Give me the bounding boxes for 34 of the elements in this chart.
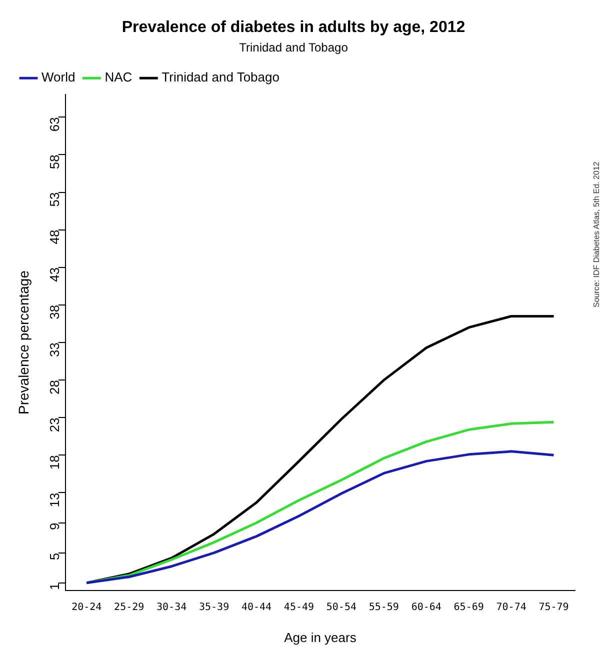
x-tick-label: 45-49 (284, 602, 314, 613)
y-tick-label: 13 (46, 492, 62, 508)
y-tick-label: 1 (46, 582, 62, 590)
legend-label: NAC (104, 70, 132, 85)
x-tick-label: 60-64 (411, 602, 442, 613)
y-tick-label: 58 (46, 154, 62, 170)
legend-label: World (42, 70, 76, 85)
y-axis-title: Prevalence percentage (15, 270, 32, 414)
x-tick-label: 20-24 (72, 602, 102, 613)
x-tick-label: 30-34 (156, 602, 187, 613)
legend-label: Trinidad and Tobago (162, 70, 280, 85)
x-tick-label: 35-39 (198, 602, 230, 613)
y-tick-label: 23 (46, 418, 62, 432)
y-tick-label: 5 (46, 552, 62, 560)
chart-subtitle: Trinidad and Tobago (239, 40, 348, 55)
x-axis-title: Age in years (284, 630, 357, 645)
y-tick-label: 38 (46, 304, 62, 320)
x-tick-label: 25-29 (114, 602, 144, 613)
chart-title: Prevalence of diabetes in adults by age, 2012 (122, 19, 466, 36)
y-tick-label: 48 (46, 230, 62, 244)
source-note: Source: IDF Diabetes Atlas, 5th Ed. 2012 (592, 161, 602, 308)
x-tick-label: 40-44 (241, 602, 272, 613)
x-tick-label: 70-74 (496, 602, 526, 613)
y-tick-label: 18 (46, 455, 62, 470)
x-tick-label: 50-54 (326, 602, 356, 613)
x-tick-label: 55-59 (368, 602, 399, 613)
y-tick-label: 43 (46, 267, 62, 282)
y-tick-label: 33 (46, 342, 62, 357)
y-tick-label: 63 (46, 117, 62, 132)
y-tick-label: 53 (46, 192, 62, 207)
y-tick-label: 9 (46, 522, 62, 530)
x-tick-label: 75-79 (538, 602, 569, 613)
y-tick-label: 28 (46, 380, 62, 395)
x-tick-label: 65-69 (454, 602, 484, 613)
